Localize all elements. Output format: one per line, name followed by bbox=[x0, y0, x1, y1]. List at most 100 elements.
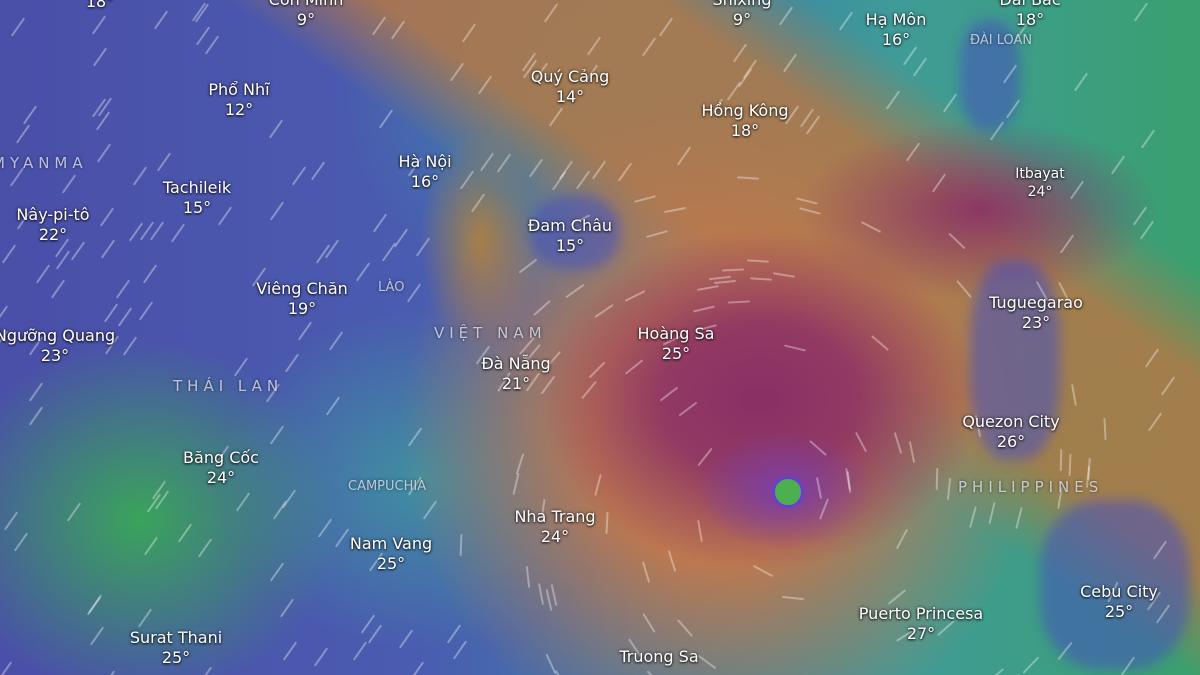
wind-streak bbox=[1140, 220, 1155, 240]
wind-streak bbox=[1161, 375, 1176, 396]
city-label[interactable]: Surat Thani 25° bbox=[129, 628, 223, 667]
wind-streak bbox=[727, 81, 742, 101]
wind-streak bbox=[784, 344, 807, 352]
wind-streak bbox=[1103, 417, 1107, 441]
wind-streak bbox=[753, 564, 774, 577]
wind-streak bbox=[935, 467, 939, 490]
city-label[interactable]: Hoàng Sa 25° bbox=[637, 324, 715, 363]
city-label[interactable]: Quezon City 26° bbox=[962, 412, 1060, 451]
city-label[interactable]: Hồng Kông 18° bbox=[701, 101, 789, 140]
wind-streak bbox=[2, 244, 17, 264]
wind-streak bbox=[122, 336, 137, 356]
wind-streak bbox=[519, 258, 538, 274]
city-label[interactable]: Viêng Chăn 19° bbox=[256, 279, 348, 318]
wind-streak bbox=[1022, 656, 1040, 674]
city-label[interactable]: 18° bbox=[85, 0, 115, 11]
city-label[interactable]: Quý Cảng 14° bbox=[530, 67, 610, 106]
wind-streak bbox=[659, 386, 679, 402]
wind-streak bbox=[93, 47, 108, 67]
city-label[interactable]: Hà Nội 16° bbox=[398, 152, 452, 191]
wind-streak bbox=[101, 670, 116, 675]
wind-streak bbox=[642, 612, 656, 633]
wind-streak bbox=[497, 153, 512, 173]
city-label[interactable]: Tuguegarao 23° bbox=[989, 293, 1083, 332]
wind-streak bbox=[36, 263, 51, 284]
wind-streak bbox=[947, 477, 952, 500]
wind-streak bbox=[942, 93, 957, 113]
wind-streak bbox=[270, 201, 285, 221]
hainan-landmass bbox=[530, 195, 620, 270]
wind-streak bbox=[291, 165, 306, 186]
wind-streak bbox=[1071, 383, 1077, 406]
wind-streak bbox=[390, 19, 405, 40]
wind-streak bbox=[912, 57, 928, 78]
city-label[interactable]: Phổ Nhĩ 12° bbox=[208, 80, 270, 119]
wind-streak bbox=[855, 432, 868, 453]
city-label[interactable]: Nha Trang 24° bbox=[514, 507, 596, 546]
wind-streak bbox=[86, 596, 101, 616]
wind-streak bbox=[459, 169, 474, 190]
wind-streak bbox=[268, 119, 283, 139]
city-label[interactable]: Tachileik 15° bbox=[162, 178, 232, 217]
wind-streak bbox=[737, 176, 760, 181]
wind-streak bbox=[679, 402, 698, 417]
country-label: THÁI LAN bbox=[173, 377, 284, 395]
city-label[interactable]: Đam Châu 15° bbox=[527, 216, 613, 255]
wind-streak bbox=[969, 506, 977, 529]
city-label[interactable]: Puerto Princesa 27° bbox=[858, 604, 984, 643]
city-label[interactable]: Côn Minh9° bbox=[269, 0, 344, 29]
wind-streak bbox=[550, 584, 557, 607]
city-label[interactable]: Băng Cốc 24° bbox=[183, 448, 259, 487]
wind-streak bbox=[525, 565, 530, 588]
city-label[interactable]: Đà Nẵng 21° bbox=[481, 354, 551, 393]
wind-streak bbox=[1140, 129, 1155, 149]
wind-streak bbox=[367, 624, 382, 644]
wind-streak bbox=[310, 161, 325, 181]
wind-streak bbox=[586, 36, 601, 56]
wind-streak bbox=[796, 196, 819, 205]
city-label[interactable]: Cebu City 25° bbox=[1080, 582, 1158, 621]
wind-streak bbox=[0, 661, 13, 675]
wind-streak bbox=[282, 641, 297, 661]
wind-streak bbox=[956, 280, 972, 299]
wind-streak bbox=[860, 221, 882, 233]
wind-streak bbox=[378, 108, 394, 129]
city-label[interactable]: Truong Sa bbox=[619, 647, 699, 666]
wind-streak bbox=[335, 528, 350, 548]
city-label[interactable]: Itbayat 24° bbox=[1015, 166, 1065, 200]
city-label[interactable]: Nây-pi-tô 22° bbox=[16, 205, 90, 244]
city-label[interactable]: Hạ Môn 16° bbox=[865, 10, 927, 49]
wind-streak bbox=[372, 213, 388, 233]
wind-streak bbox=[594, 474, 602, 497]
wind-streak bbox=[565, 283, 585, 299]
wind-streak bbox=[410, 661, 425, 675]
wind-streak bbox=[532, 299, 551, 316]
wind-streak bbox=[515, 452, 525, 475]
wind-streak bbox=[205, 35, 220, 55]
wind-streak bbox=[10, 17, 26, 37]
wind-streak bbox=[406, 282, 422, 303]
typhoon-eye-icon[interactable] bbox=[772, 476, 804, 508]
wind-streak bbox=[605, 511, 609, 535]
city-label[interactable]: Đài Bắc18° bbox=[999, 0, 1060, 29]
city-label[interactable]: Ngưỡng Quang 23° bbox=[0, 326, 116, 365]
wind-streak bbox=[692, 305, 715, 313]
wind-streak bbox=[659, 17, 674, 37]
wind-streak bbox=[0, 305, 9, 325]
wind-streak bbox=[544, 3, 559, 24]
wind-streak bbox=[235, 492, 250, 513]
wind-streak bbox=[196, 26, 211, 46]
wind-streak bbox=[575, 170, 590, 190]
wind-streak bbox=[537, 583, 544, 606]
wind-streak bbox=[394, 227, 409, 248]
wind-streak bbox=[116, 279, 131, 300]
city-label[interactable]: Shixing9° bbox=[713, 0, 772, 29]
wind-streak bbox=[551, 171, 567, 191]
wind-streak bbox=[555, 669, 568, 675]
city-label[interactable]: Nam Vang 25° bbox=[349, 534, 433, 573]
wind-streak bbox=[285, 353, 300, 373]
wind-streak bbox=[772, 272, 795, 278]
wind-streak bbox=[13, 532, 29, 552]
wind-streak bbox=[732, 43, 747, 64]
